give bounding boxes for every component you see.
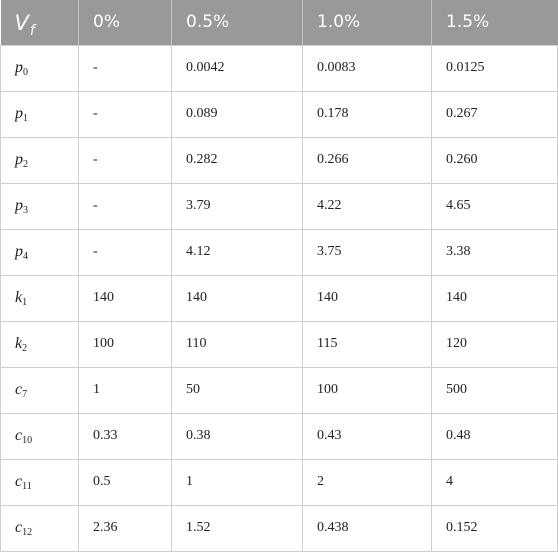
parameter-subscript: 12 <box>22 527 33 538</box>
table-cell: 4.22 <box>302 182 432 230</box>
table-cell: 0.152 <box>431 504 558 552</box>
parameter-label: c11 <box>0 458 79 506</box>
table-cell: - <box>78 90 172 138</box>
parameter-symbol: c <box>15 473 23 490</box>
parameter-label: p2 <box>0 136 79 184</box>
table-cell: 3.79 <box>171 182 303 230</box>
table-cell: 140 <box>78 274 172 322</box>
header-col-3: 1.5% <box>431 0 558 45</box>
table-cell: - <box>78 228 172 276</box>
table-cell: 0.178 <box>302 90 432 138</box>
table-cell: 0.0125 <box>431 44 558 92</box>
table-cell: 1.52 <box>171 504 303 552</box>
table-cell: 0.0083 <box>302 44 432 92</box>
table-cell: 140 <box>431 274 558 322</box>
header-col-1: 0.5% <box>171 0 303 45</box>
table-cell: 0.267 <box>431 90 558 138</box>
parameter-symbol: k <box>15 335 23 352</box>
parameter-subscript: 1 <box>22 297 28 308</box>
vf-subscript: f <box>29 23 35 40</box>
parameter-subscript: 2 <box>22 343 28 354</box>
table-row: p1-0.089 0.178 0.267 <box>0 90 558 138</box>
table-row: c12 2.36 1.52 0.438 0.152 <box>0 504 558 552</box>
parameter-subscript: 4 <box>23 251 28 262</box>
table-cell: 115 <box>302 320 432 368</box>
parameter-subscript: 10 <box>22 435 33 446</box>
table-cell: - <box>78 44 172 92</box>
table-row: p3-3.79 4.22 4.65 <box>0 182 558 230</box>
table-cell: 0.266 <box>302 136 432 184</box>
parameter-subscript: 1 <box>23 113 28 124</box>
table-cell: 100 <box>302 366 432 414</box>
parameter-symbol: p <box>15 197 23 214</box>
table-row: c11 0.5 1 2 4 <box>0 458 558 506</box>
table-cell: 120 <box>431 320 558 368</box>
table-cell: 0.43 <box>302 412 432 460</box>
table-cell: 140 <box>171 274 303 322</box>
parameter-symbol: p <box>15 59 23 76</box>
parameter-symbol: k <box>15 289 23 306</box>
table-row: k2 100 110 115 120 <box>0 320 558 368</box>
table-cell: 0.5 <box>78 458 172 506</box>
table-body: p0-0.0042 0.0083 0.0125 p1-0.089 0.178 0.267 p… <box>0 44 558 552</box>
parameter-label: k1 <box>0 274 79 322</box>
parameter-subscript: 11 <box>22 481 32 492</box>
table-cell: 3.38 <box>431 228 558 276</box>
table-cell: 4.65 <box>431 182 558 230</box>
table-cell: 0.48 <box>431 412 558 460</box>
parameter-label: c7 <box>0 366 79 414</box>
table-cell: 2.36 <box>78 504 172 552</box>
header-col-0: 0% <box>78 0 172 45</box>
parameter-label: c10 <box>0 412 79 460</box>
table-cell: 0.438 <box>302 504 432 552</box>
table-cell: 50 <box>171 366 303 414</box>
header-row: Vf 0% 0.5% 1.0% 1.5% <box>0 0 558 45</box>
parameter-label: k2 <box>0 320 79 368</box>
table-row: p4-4.12 3.75 3.38 <box>0 228 558 276</box>
table-cell: 1 <box>78 366 172 414</box>
parameter-symbol: c <box>15 519 23 536</box>
table-cell: 0.282 <box>171 136 303 184</box>
table-cell: 0.260 <box>431 136 558 184</box>
parameter-subscript: 3 <box>23 205 28 216</box>
parameter-symbol: c <box>15 381 23 398</box>
vf-symbol: V <box>14 11 29 36</box>
table-cell: 110 <box>171 320 303 368</box>
parameter-label: p1 <box>0 90 79 138</box>
table-cell: 0.33 <box>78 412 172 460</box>
parameter-label: c12 <box>0 504 79 552</box>
parameter-subscript: 2 <box>23 159 28 170</box>
table-cell: 3.75 <box>302 228 432 276</box>
table-cell: - <box>78 182 172 230</box>
header-vf: Vf <box>0 0 79 45</box>
parameter-subscript: 0 <box>23 67 28 78</box>
table-cell: 2 <box>302 458 432 506</box>
table-row: k1 140 140 140 140 <box>0 274 558 322</box>
parameter-label: p4 <box>0 228 79 276</box>
parameter-subscript: 7 <box>22 389 28 400</box>
parameter-label: p0 <box>0 44 79 92</box>
parameter-symbol: p <box>15 105 23 122</box>
parameter-symbol: p <box>15 243 23 260</box>
table-row: c7 1 50 100 500 <box>0 366 558 414</box>
table-cell: 0.089 <box>171 90 303 138</box>
table-cell: - <box>78 136 172 184</box>
table-cell: 0.38 <box>171 412 303 460</box>
table-cell: 4 <box>431 458 558 506</box>
table-row: p2-0.282 0.266 0.260 <box>0 136 558 184</box>
parameter-label: p3 <box>0 182 79 230</box>
table-row: p0-0.0042 0.0083 0.0125 <box>0 44 558 92</box>
table-cell: 140 <box>302 274 432 322</box>
table-row: c10 0.33 0.38 0.43 0.48 <box>0 412 558 460</box>
table-cell: 100 <box>78 320 172 368</box>
parameter-symbol: c <box>15 427 23 444</box>
table-cell: 1 <box>171 458 303 506</box>
table-cell: 4.12 <box>171 228 303 276</box>
table-cell: 500 <box>431 366 558 414</box>
parameter-symbol: p <box>15 151 23 168</box>
header-col-2: 1.0% <box>302 0 432 45</box>
table-cell: 0.0042 <box>171 44 303 92</box>
